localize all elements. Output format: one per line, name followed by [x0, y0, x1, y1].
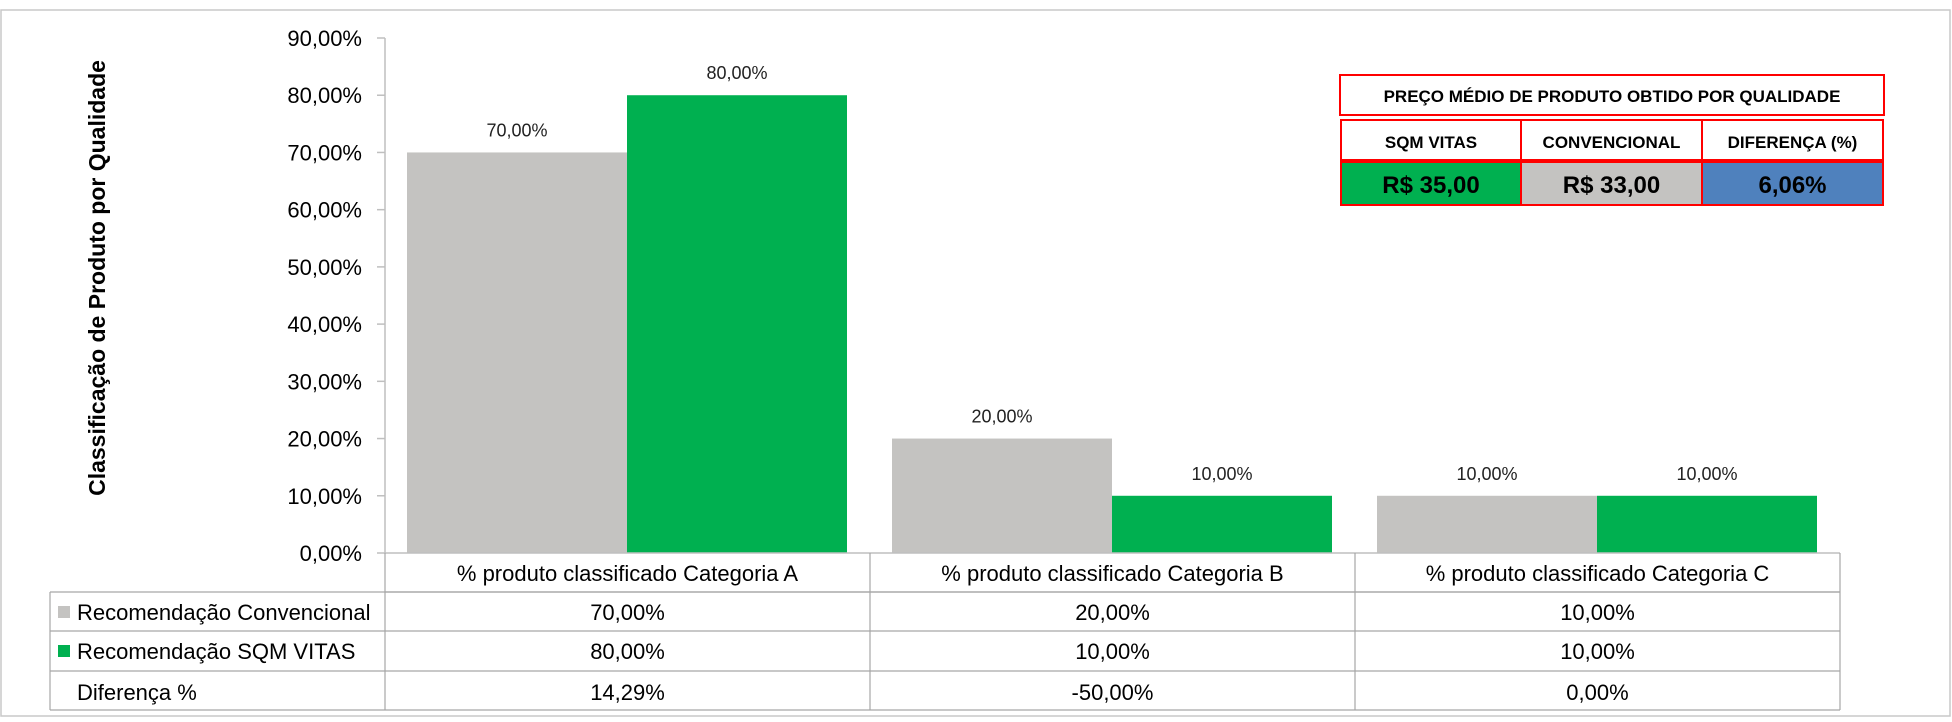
category-label: % produto classificado Categoria C: [1426, 561, 1770, 586]
y-tick-label: 20,00%: [287, 427, 362, 452]
data-label: 80,00%: [706, 63, 767, 83]
table-cell: 14,29%: [590, 680, 665, 705]
y-tick-label: 60,00%: [287, 198, 362, 223]
data-label: 10,00%: [1191, 464, 1252, 484]
y-axis-ticks: 0,00% 10,00% 20,00% 30,00% 40,00% 50,00% 60,00…: [287, 26, 386, 566]
table-cell: -50,00%: [1072, 680, 1154, 705]
legend-key: [58, 606, 70, 618]
table-cell: 80,00%: [590, 639, 665, 664]
y-tick-label: 70,00%: [287, 140, 362, 165]
data-table: % produto classificado Categoria A % prod…: [49, 553, 1841, 711]
panel-title: PREÇO MÉDIO DE PRODUTO OBTIDO POR QUALID…: [1384, 87, 1841, 106]
bar: [627, 95, 847, 553]
table-cell: 0,00%: [1566, 680, 1628, 705]
y-tick-label: 90,00%: [287, 26, 362, 51]
y-tick-label: 10,00%: [287, 484, 362, 509]
table-cell: 10,00%: [1560, 600, 1635, 625]
data-labels-layer: 70,00% 80,00% 20,00% 10,00% 10,00% 10,00%: [486, 63, 1737, 484]
y-tick-label: 40,00%: [287, 312, 362, 337]
bar: [407, 152, 627, 553]
y-tick-label: 30,00%: [287, 369, 362, 394]
table-cell: 10,00%: [1560, 639, 1635, 664]
series-name: Recomendação Convencional: [77, 600, 371, 625]
bars-layer: [385, 95, 1840, 554]
legend-key: [58, 645, 70, 657]
panel-header-cell: [1340, 119, 1522, 161]
y-axis-title-group: Classificação de Produto por Qualidade: [84, 60, 110, 496]
diff-row-name: Diferença %: [77, 680, 197, 705]
data-label: 20,00%: [971, 407, 1032, 427]
panel-header: CONVENCIONAL: [1543, 133, 1681, 152]
y-tick-label: 50,00%: [287, 255, 362, 280]
table-cell: 10,00%: [1075, 639, 1150, 664]
data-label: 10,00%: [1456, 464, 1517, 484]
panel-value: 6,06%: [1758, 172, 1826, 199]
table-cell: 20,00%: [1075, 600, 1150, 625]
panel-header-cell: [1701, 119, 1884, 161]
panel-value-cell: [1340, 161, 1522, 206]
y-axis-title: Classificação de Produto por Qualidade: [84, 60, 110, 496]
bar: [1112, 495, 1332, 553]
panel-header: SQM VITAS: [1385, 133, 1477, 152]
category-label: % produto classificado Categoria B: [941, 561, 1283, 586]
bar: [1597, 495, 1817, 553]
data-label: 10,00%: [1676, 464, 1737, 484]
panel-title-box: [1339, 74, 1885, 116]
bar: [1377, 495, 1597, 553]
bar: [892, 438, 1112, 553]
table-cell: 70,00%: [590, 600, 665, 625]
panel-header-cell: [1520, 119, 1703, 161]
y-tick-label: 0,00%: [300, 541, 362, 566]
data-label: 70,00%: [486, 120, 547, 140]
price-panel: PREÇO MÉDIO DE PRODUTO OBTIDO POR QUALID…: [1339, 74, 1885, 206]
series-name: Recomendação SQM VITAS: [77, 639, 355, 664]
panel-value: R$ 33,00: [1563, 172, 1660, 199]
panel-value: R$ 35,00: [1382, 172, 1479, 199]
y-tick-label: 80,00%: [287, 83, 362, 108]
category-label: % produto classificado Categoria A: [457, 561, 799, 586]
panel-header: DIFERENÇA (%): [1728, 133, 1858, 152]
panel-value-cell: [1701, 161, 1884, 206]
